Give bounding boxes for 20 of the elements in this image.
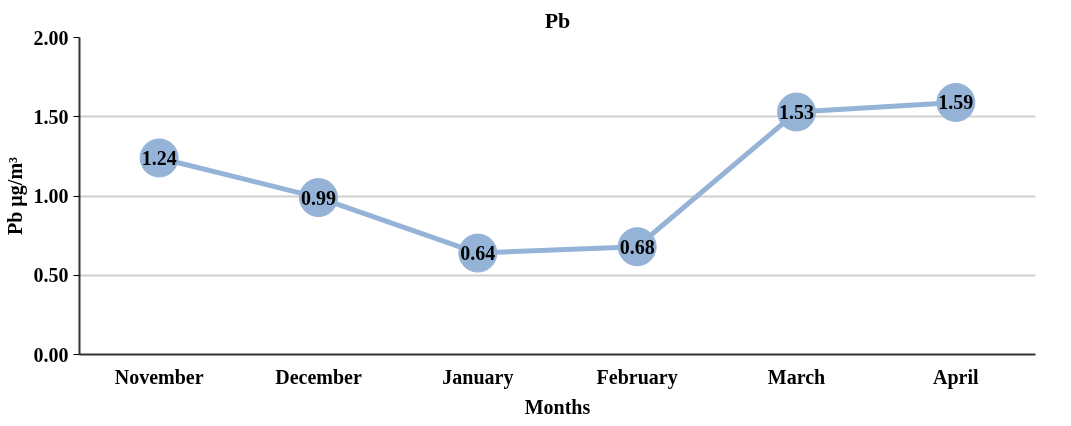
data-label: 1.53 — [779, 101, 814, 123]
y-tick-label: 0.00 — [33, 343, 69, 366]
x-tick-label: April — [933, 365, 980, 389]
x-axis-title: Months — [524, 395, 591, 418]
x-tick-label: December — [275, 365, 362, 388]
y-tick-label: 1.00 — [33, 185, 69, 207]
y-tick-label: 0.50 — [33, 264, 69, 287]
x-tick-label: February — [596, 365, 678, 389]
data-label: 0.68 — [619, 235, 655, 258]
chart-title: Pb — [544, 7, 571, 33]
x-tick-label: November — [114, 365, 204, 388]
data-label: 0.99 — [301, 186, 336, 209]
y-tick-label: 1.50 — [33, 105, 69, 128]
x-tick-label: March — [767, 365, 826, 388]
y-axis-title: Pb µg/m³ — [3, 156, 27, 236]
data-label: 0.64 — [460, 242, 496, 265]
y-tick-label: 2.00 — [33, 26, 69, 49]
x-tick-label: January — [442, 365, 514, 389]
data-label: 1.59 — [938, 91, 974, 114]
data-label: 1.24 — [141, 146, 177, 169]
